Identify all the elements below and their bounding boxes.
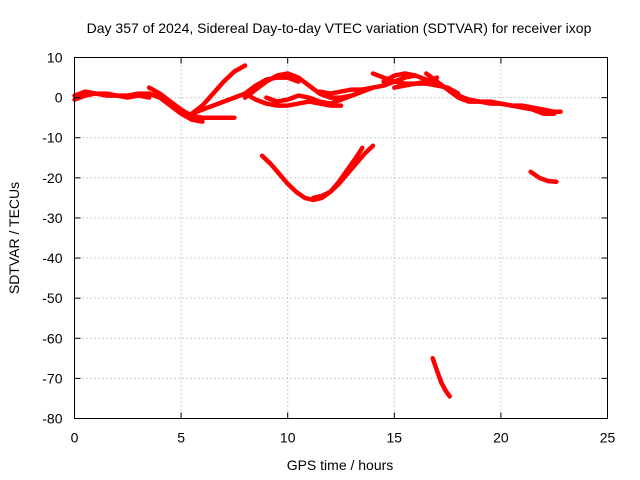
- plot-frame: [74, 57, 608, 419]
- series-line-arc-u-b: [311, 143, 376, 201]
- data-series-group: [72, 63, 563, 399]
- series-line-arc-high-c: [381, 71, 440, 86]
- x-tick-label: 15: [387, 430, 403, 446]
- series-line-arc-rise-a: [189, 63, 248, 116]
- y-tick-label: -70: [42, 370, 62, 386]
- y-tick-label: -30: [42, 210, 62, 226]
- y-tick-label: 10: [47, 50, 63, 66]
- axis-ticks: 0 5 10 15 20 25 -80 -70 -60 -50 -40 -30 -20 -10 0 10: [42, 50, 615, 446]
- y-tick-label: -40: [42, 250, 62, 266]
- series-line-arc-late-b: [456, 93, 557, 116]
- y-axis-label: SDTVAR / TECUs: [6, 182, 22, 294]
- series-line-arc-bottom: [430, 356, 452, 399]
- series-line-arc-right-small: [528, 169, 559, 185]
- y-tick-label: -20: [42, 170, 62, 186]
- x-tick-label: 0: [71, 430, 79, 446]
- series-line-arc-mid-a: [242, 71, 354, 100]
- series-line-arc-mid-c: [264, 85, 376, 106]
- y-tick-label: -60: [42, 330, 62, 346]
- y-tick-label: -80: [42, 411, 62, 427]
- x-axis-label: GPS time / hours: [287, 457, 394, 473]
- x-tick-label: 25: [600, 430, 616, 446]
- chart-title: Day 357 of 2024, Sidereal Day-to-day VTE…: [87, 20, 592, 36]
- x-tick-label: 5: [177, 430, 185, 446]
- x-tick-label: 20: [493, 430, 509, 446]
- x-tick-label: 10: [280, 430, 296, 446]
- y-tick-label: -50: [42, 290, 62, 306]
- y-tick-label: -10: [42, 130, 62, 146]
- series-line-arc-mid-d: [317, 73, 418, 96]
- series-line-arc-dip-b: [125, 91, 205, 124]
- y-tick-label: 0: [55, 90, 63, 106]
